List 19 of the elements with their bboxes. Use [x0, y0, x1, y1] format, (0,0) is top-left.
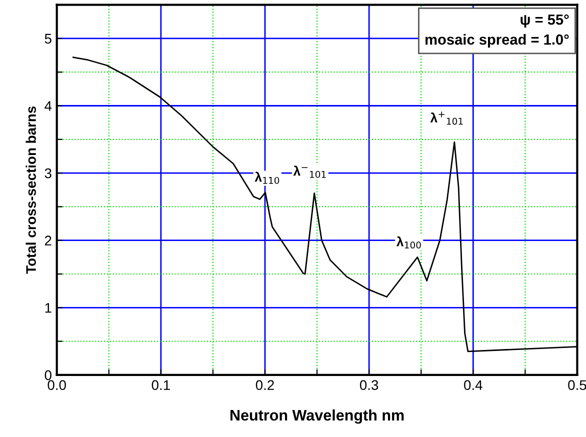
x-tick-label: 0.5 [568, 380, 586, 390]
y-tick-label: 0 [44, 370, 52, 380]
x-tick-label: 0.0 [48, 380, 66, 390]
y-tick-label: 3 [44, 168, 52, 178]
y-tick-label: 2 [44, 236, 52, 246]
annotation: λ$_{110}$ [254, 172, 280, 184]
y-axis-title: Total cross-section barns [26, 106, 36, 274]
y-tick-label: 1 [45, 303, 52, 313]
x-tick-label: 0.2 [256, 380, 274, 390]
y-tick-label: 5 [44, 34, 52, 44]
x-tick-label: 0.1 [152, 380, 170, 390]
annotation: λ$^{+}$$_{101}$ [430, 112, 463, 125]
x-tick-label: 0.4 [464, 380, 482, 390]
y-tick-label: 4 [44, 101, 52, 111]
annotation: λ$_{100}$ [396, 236, 421, 249]
x-tick-label: 0.3 [360, 380, 378, 390]
annotation: ψ = 55° mosaic spread = 1.0° [426, 14, 569, 48]
x-axis-title: Neutron Wavelength nm [230, 409, 404, 424]
annotation: λ$^{−}$$_{101}$ [293, 166, 326, 178]
